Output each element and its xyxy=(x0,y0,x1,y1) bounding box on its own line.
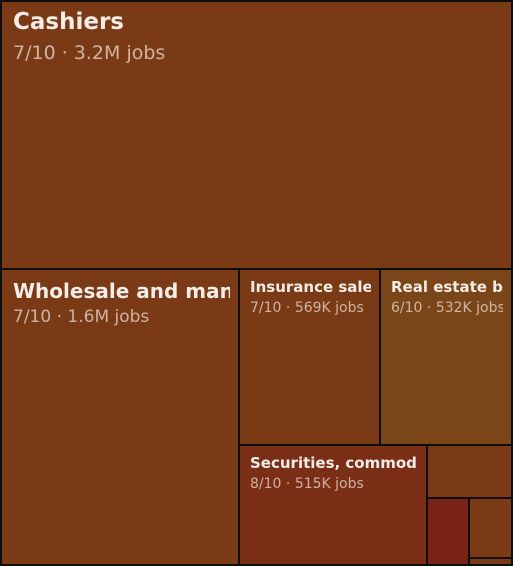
tile-score: 6/10 xyxy=(391,300,423,316)
treemap-tile[interactable] xyxy=(468,497,513,559)
tile-jobs: 515K jobs xyxy=(294,476,364,492)
treemap-tile[interactable] xyxy=(426,497,470,566)
tile-stats-label: 8/10 · 515K jobs xyxy=(250,476,418,492)
treemap-tile[interactable]: Real estate brokers and sales agents 6/10… xyxy=(379,268,513,446)
tile-name-label: Cashiers xyxy=(13,9,124,35)
tile-stats-label: 7/10 · 569K jobs xyxy=(250,300,371,316)
treemap-tile[interactable] xyxy=(426,444,513,499)
tile-score: 8/10 xyxy=(250,476,282,492)
tile-name-label: Securities, commodities, and financial s… xyxy=(250,454,418,472)
tile-jobs: 532K jobs xyxy=(435,300,503,316)
treemap-tile[interactable]: Wholesale and manufacturing sales repres… xyxy=(0,268,240,566)
tile-separator: · xyxy=(55,42,74,64)
tile-score: 7/10 xyxy=(13,307,52,327)
tile-score: 7/10 xyxy=(250,300,282,316)
tile-separator: · xyxy=(281,476,295,492)
tile-separator: · xyxy=(422,300,436,316)
treemap-tile[interactable]: Insurance sales agents 7/10 · 569K jobs xyxy=(238,268,381,446)
tile-jobs: 1.6M jobs xyxy=(67,307,150,327)
tile-separator: · xyxy=(281,300,295,316)
tile-score: 7/10 xyxy=(13,42,56,64)
tile-name-label: Real estate brokers and sales agents xyxy=(391,278,503,296)
treemap-tile[interactable] xyxy=(468,557,513,566)
treemap-tile[interactable]: Cashiers 7/10 · 3.2M jobs xyxy=(0,0,513,270)
tile-jobs: 569K jobs xyxy=(294,300,364,316)
tile-stats-label: 7/10 · 3.2M jobs xyxy=(13,42,503,64)
treemap-tile[interactable]: Securities, commodities, and financial s… xyxy=(238,444,428,566)
tile-name-label: Insurance sales agents xyxy=(250,278,371,296)
tile-separator: · xyxy=(51,307,68,327)
tile-stats-label: 7/10 · 1.6M jobs xyxy=(13,307,230,327)
tile-name-label: Wholesale and manufacturing sales repres… xyxy=(13,279,230,303)
tile-jobs: 3.2M jobs xyxy=(73,42,166,64)
tile-stats-label: 6/10 · 532K jobs xyxy=(391,300,503,316)
